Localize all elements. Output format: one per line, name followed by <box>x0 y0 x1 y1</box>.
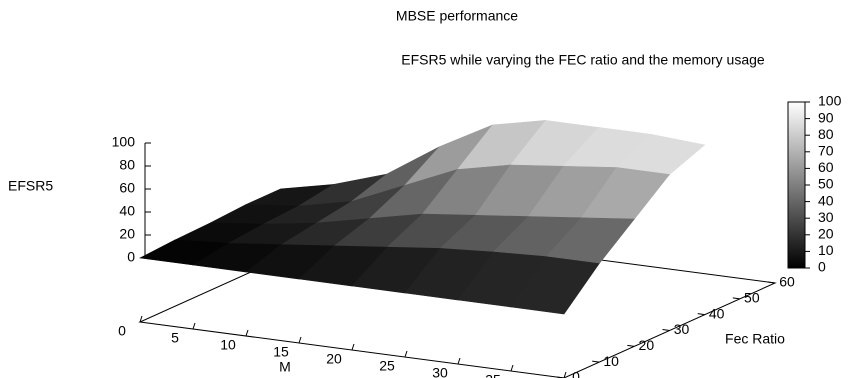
y-tick <box>662 329 670 331</box>
y-tick-label: 0 <box>572 369 580 378</box>
x-tick <box>563 371 567 378</box>
x-tick <box>139 315 143 323</box>
colorbar-tick-label: 40 <box>818 192 834 208</box>
y-tick <box>592 360 600 363</box>
y-tick <box>697 313 705 316</box>
colorbar <box>787 101 806 269</box>
chart-subtitle: EFSR5 while varying the FEC ratio and th… <box>401 52 765 68</box>
y-tick-label: 60 <box>779 274 795 290</box>
z-tick-label: 80 <box>119 157 135 173</box>
z-tick-label: 20 <box>119 226 135 242</box>
x-axis-label: M <box>279 359 291 375</box>
y-tick <box>767 281 776 284</box>
x-tick-label: 20 <box>326 351 342 367</box>
x-tick-label: 25 <box>379 358 395 374</box>
colorbar-tick-label: 80 <box>818 126 834 142</box>
x-tick <box>192 322 196 330</box>
x-tick <box>245 329 249 337</box>
colorbar-tick-label: 70 <box>818 143 834 159</box>
chart-title: MBSE performance <box>396 8 518 24</box>
z-tick-label: 0 <box>127 249 135 265</box>
y-tick-label: 10 <box>603 353 619 369</box>
x-tick <box>404 350 408 358</box>
surface-patch <box>510 256 600 315</box>
colorbar-tick-label: 10 <box>818 242 834 258</box>
y-tick-label: 20 <box>639 337 655 353</box>
z-tick-label: 100 <box>112 134 136 150</box>
x-tick-label: 35 <box>485 372 501 378</box>
y-tick <box>627 344 635 347</box>
x-tick <box>510 364 514 372</box>
x-tick-label: 30 <box>432 365 448 378</box>
x-tick <box>351 343 355 351</box>
x-tick-label: 10 <box>220 337 236 353</box>
colorbar-tick-label: 0 <box>818 259 826 275</box>
x-tick-label: 5 <box>171 330 179 346</box>
y-tick-label: 50 <box>744 290 760 306</box>
colorbar-tick-label: 20 <box>818 226 834 242</box>
z-tick-label: 60 <box>119 180 135 196</box>
z-tick-label: 40 <box>119 203 135 219</box>
y-tick <box>732 297 740 300</box>
x-tick <box>457 357 461 365</box>
colorbar-tick-label: 60 <box>818 159 834 175</box>
y-tick-label: 30 <box>674 321 690 337</box>
colorbar-tick-label: 100 <box>818 93 842 109</box>
x-tick-label: 15 <box>273 344 289 360</box>
colorbar-tick-label: 50 <box>818 176 834 192</box>
x-tick <box>298 336 302 344</box>
colorbar-tick-label: 30 <box>818 209 834 225</box>
colorbar-tick-label: 90 <box>818 109 834 125</box>
x-tick-label: 0 <box>118 323 126 339</box>
y-tick-label: 40 <box>709 305 725 321</box>
y-axis-label: Fec Ratio <box>725 331 785 347</box>
z-axis-label: EFSR5 <box>8 178 53 194</box>
